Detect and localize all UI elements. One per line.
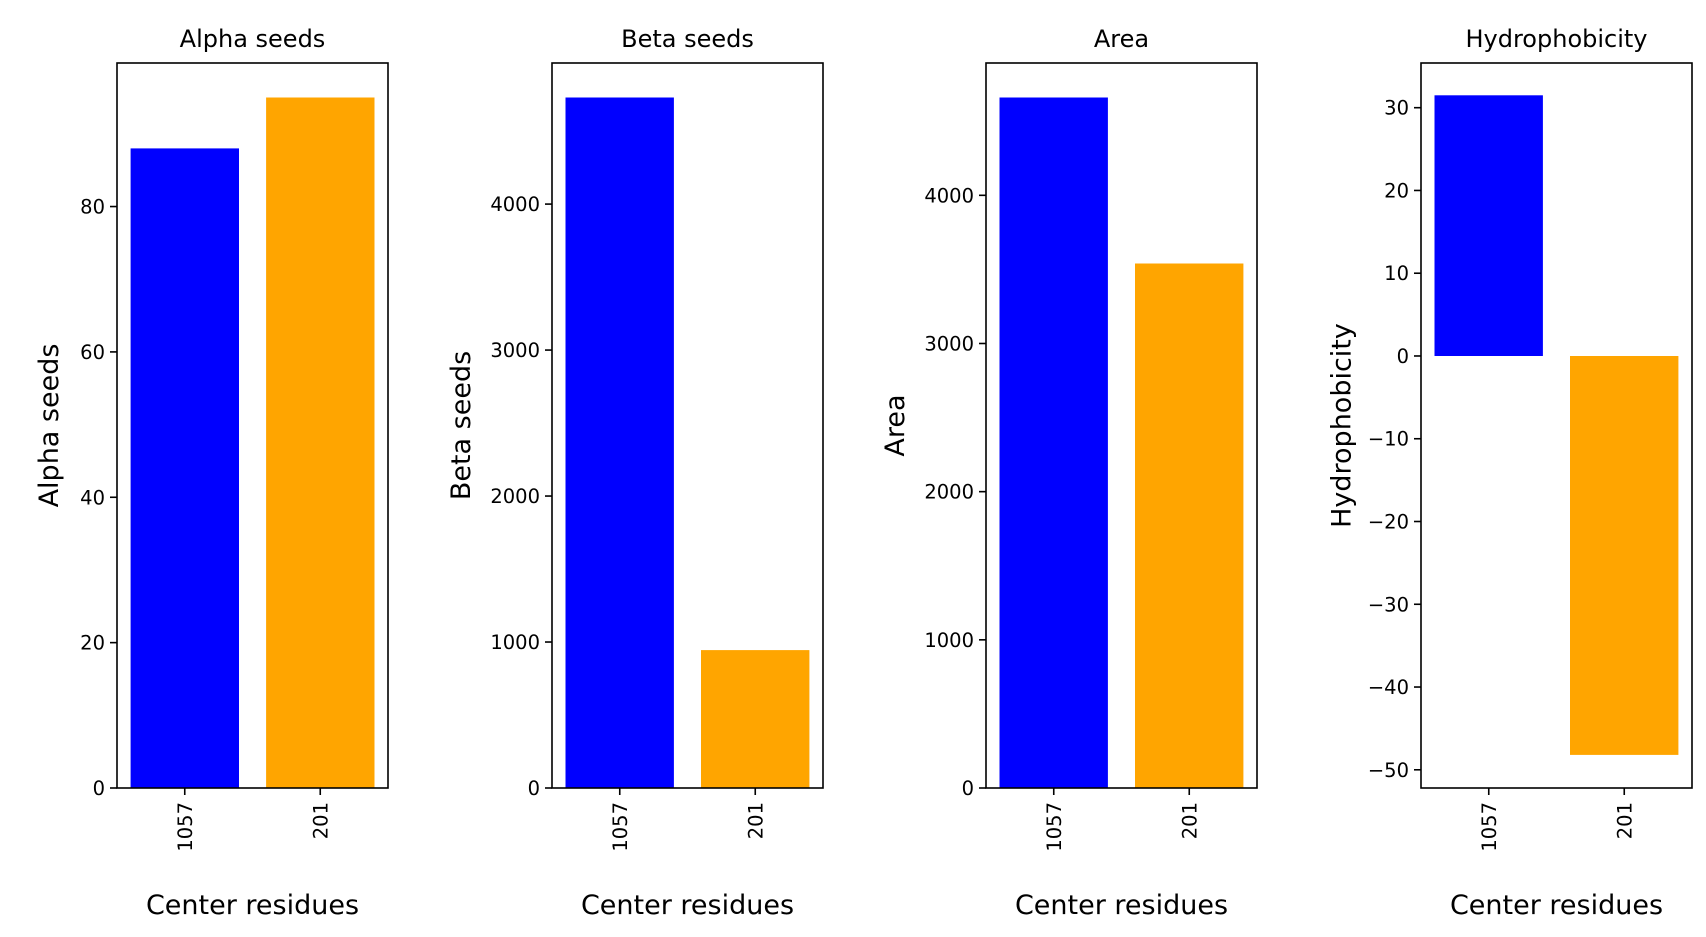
x-tick-label: 201 (744, 802, 767, 839)
axes-frame (1420, 62, 1693, 789)
y-tick-label: 3000 (924, 332, 974, 355)
bar-1057 (565, 97, 674, 788)
y-tick-label: 0 (962, 777, 974, 800)
y-tick-label: 1000 (924, 629, 974, 652)
y-tick-label: 60 (80, 341, 105, 364)
y-tick-label: 0 (93, 777, 105, 800)
x-tick-label: 1057 (1478, 802, 1501, 852)
y-tick-label: −50 (1368, 759, 1409, 782)
y-tick-label: 0 (528, 777, 540, 800)
bar-1057 (1434, 95, 1543, 357)
y-axis-label: Hydrophobicity (1327, 323, 1358, 528)
subplot-title: Alpha seeds (180, 25, 326, 53)
x-axis-label: Center residues (581, 890, 794, 921)
y-axis-label: Beta seeds (446, 351, 477, 500)
subplot-4: −50 −40 −30 −20 −10 0 10 20 30 1057 201 Hydrophobic… (1327, 25, 1693, 921)
bar-1057 (130, 148, 239, 788)
x-tick-label: 201 (1613, 802, 1636, 839)
x-tick-label: 201 (1178, 802, 1201, 839)
y-axis-label: Area (880, 394, 911, 456)
y-tick-label: 40 (80, 486, 105, 509)
y-tick-label: 0 (1397, 345, 1409, 368)
x-axis-label: Center residues (1015, 890, 1228, 921)
bar-201 (266, 97, 375, 788)
y-tick-label: 3000 (490, 339, 540, 362)
subplot-title: Area (1094, 25, 1149, 53)
x-tick-label: 1057 (609, 802, 632, 852)
y-tick-label: −40 (1368, 676, 1409, 699)
y-tick-label: 2000 (490, 485, 540, 508)
bar-201 (1570, 356, 1679, 755)
bar-201 (701, 650, 810, 788)
axes-frame (985, 62, 1258, 789)
y-tick-label: −10 (1368, 428, 1409, 451)
y-tick-label: −30 (1368, 593, 1409, 616)
x-axis-label: Center residues (146, 890, 359, 921)
y-tick-label: 20 (1384, 179, 1409, 202)
y-tick-label: −20 (1368, 511, 1409, 534)
x-tick-label: 201 (309, 802, 332, 839)
bar-1057 (999, 97, 1108, 788)
y-tick-label: 2000 (924, 481, 974, 504)
y-tick-label: 4000 (490, 193, 540, 216)
y-tick-label: 4000 (924, 184, 974, 207)
x-tick-label: 1057 (1043, 802, 1066, 852)
y-tick-label: 80 (80, 196, 105, 219)
x-tick-label: 1057 (174, 802, 197, 852)
y-tick-label: 20 (80, 632, 105, 655)
axes-frame (116, 62, 389, 789)
subplot-3: 0 1000 2000 3000 4000 1057 201 Area Center resid… (880, 25, 1258, 921)
y-tick-label: 1000 (490, 631, 540, 654)
subplot-1: 0 20 40 60 80 1057 201 Alpha seeds Center residu… (34, 25, 389, 921)
bar-201 (1135, 263, 1244, 788)
axes-frame (551, 62, 824, 789)
subplot-title: Beta seeds (621, 25, 754, 53)
subplot-2: 0 1000 2000 3000 4000 1057 201 Beta seeds Center… (446, 25, 824, 921)
y-axis-label: Alpha seeds (34, 344, 65, 508)
x-axis-label: Center residues (1450, 890, 1663, 921)
subplot-title: Hydrophobicity (1465, 25, 1647, 53)
y-tick-label: 30 (1384, 97, 1409, 120)
y-tick-label: 10 (1384, 262, 1409, 285)
